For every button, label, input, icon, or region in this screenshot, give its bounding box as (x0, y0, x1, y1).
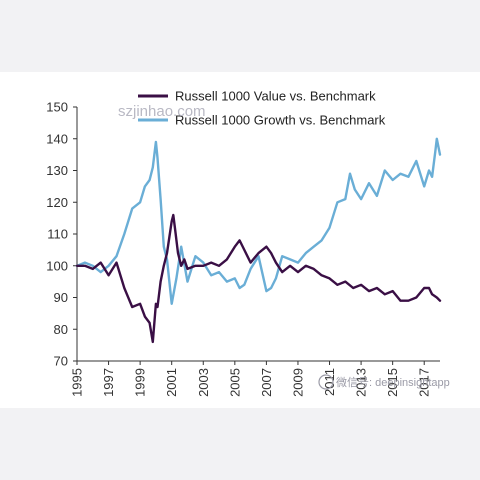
y-tick-label: 150 (46, 100, 68, 115)
legend-label: Russell 1000 Value vs. Benchmark (175, 89, 376, 104)
legend: Russell 1000 Value vs. Benchmark Russell … (138, 89, 386, 128)
y-tick-label: 130 (46, 163, 68, 178)
x-tick-label: 2013 (354, 368, 369, 397)
line-chart: 70 80 90 100 110 120 130 140 150 1995 1997 1999 2001… (46, 89, 450, 397)
chart-axes (76, 107, 440, 362)
y-tick-label: 120 (46, 195, 68, 210)
y-tick-label: 90 (54, 290, 68, 305)
watermark-url: szjinhao.com (118, 103, 206, 120)
tick-labels: 70 80 90 100 110 120 130 140 150 1995 1997 1999 2001… (46, 100, 431, 397)
y-tick-label: 80 (54, 322, 68, 337)
x-tick-label: 1999 (133, 368, 148, 397)
y-tick-label: 110 (47, 227, 68, 242)
wechat-watermark: 微信号: deepinsightapp (318, 374, 450, 390)
y-tick-label: 100 (46, 258, 68, 273)
x-tick-label: 2005 (227, 368, 242, 397)
x-tick-label: 2003 (196, 368, 211, 397)
wechat-icon (318, 374, 334, 390)
series-line-growth (75, 137, 442, 306)
x-tick-label: 2011 (322, 368, 337, 396)
wechat-watermark-text: 微信号: deepinsightapp (336, 375, 450, 389)
y-tick-label: 140 (46, 131, 68, 146)
series-line-value (75, 213, 442, 344)
x-tick-label: 2017 (417, 368, 432, 397)
series-lines (75, 137, 442, 344)
chart-card: 70 80 90 100 110 120 130 140 150 1995 1997 1999 2001… (0, 72, 480, 408)
x-tick-label: 2009 (290, 368, 305, 397)
x-tick-label: 1995 (70, 368, 85, 397)
x-tick-label: 1997 (101, 368, 116, 397)
x-tick-label: 2015 (385, 368, 400, 397)
x-tick-label: 2007 (259, 368, 274, 397)
legend-label: Russell 1000 Growth vs. Benchmark (175, 113, 386, 128)
x-tick-label: 2001 (164, 368, 179, 397)
y-tick-label: 70 (54, 354, 68, 369)
